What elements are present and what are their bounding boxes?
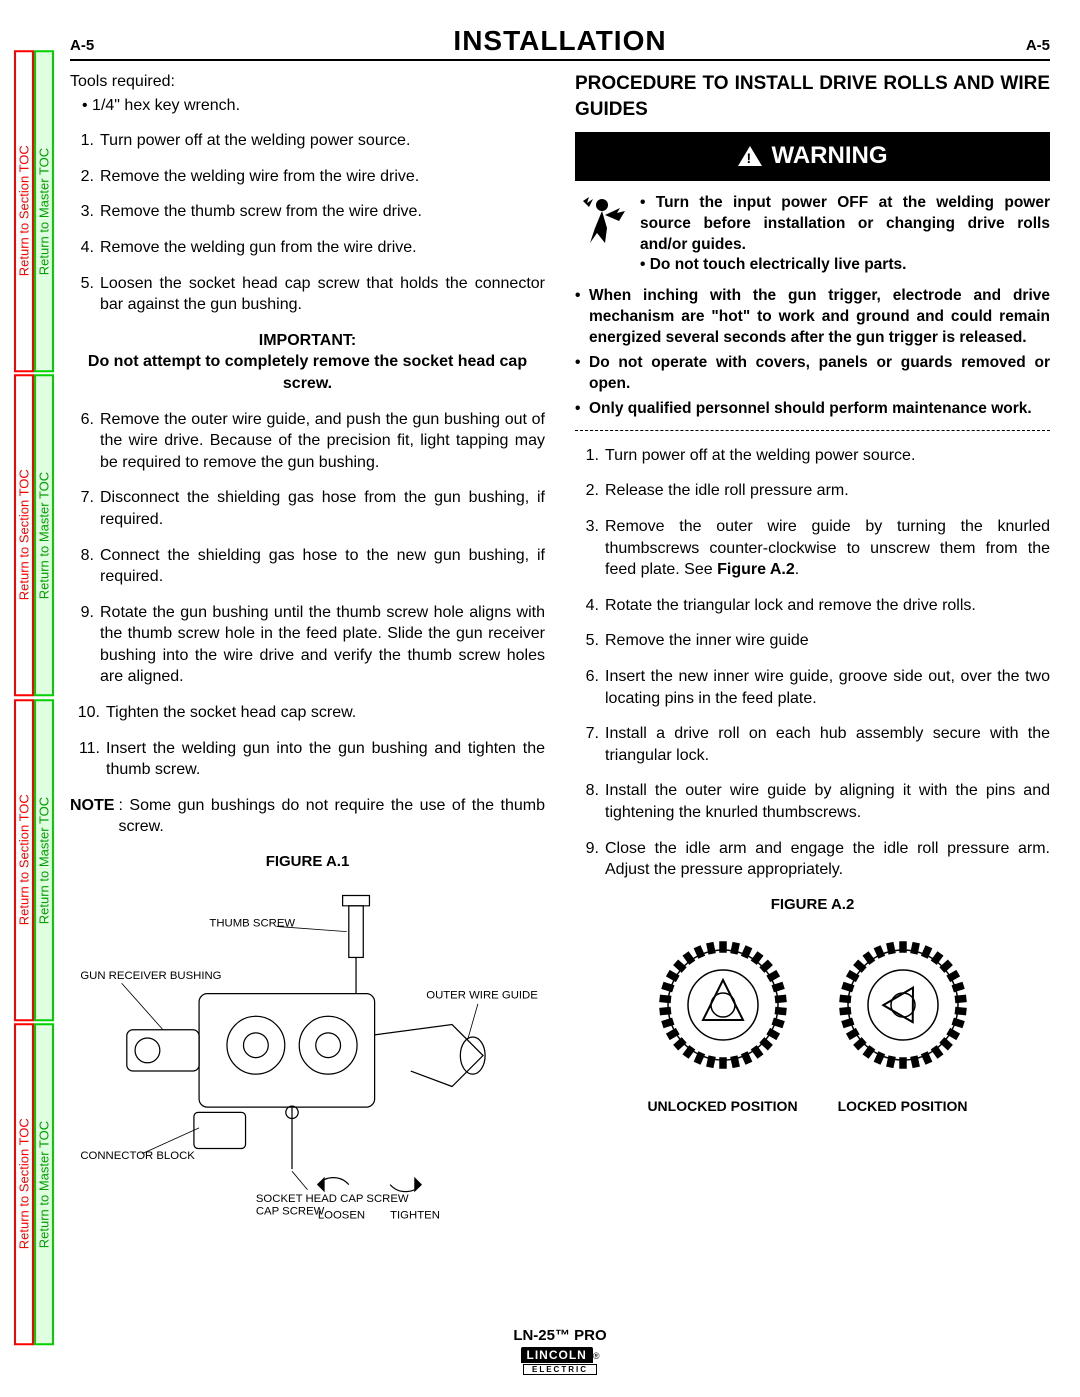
warning-bullet: •When inching with the gun trigger, elec… bbox=[575, 286, 1050, 349]
page-footer: LN-25™ PRO LINCOLN® ELECTRIC bbox=[70, 1327, 1050, 1375]
figure-a1: FIGURE A.1 bbox=[70, 852, 545, 1228]
procedure-step: 5.Remove the inner wire guide bbox=[575, 630, 1050, 652]
return-section-toc-tab[interactable]: Return to Section TOC bbox=[14, 50, 34, 372]
important-notice: IMPORTANT: Do not attempt to completely … bbox=[70, 330, 545, 395]
svg-text:LOOSEN: LOOSEN bbox=[318, 1210, 365, 1221]
electric-shock-icon bbox=[575, 193, 630, 248]
return-master-toc-tab[interactable]: Return to Master TOC bbox=[34, 1023, 54, 1345]
procedure-step: 2.Release the idle roll pressure arm. bbox=[575, 480, 1050, 502]
procedure-step: 3.Remove the outer wire guide by turning… bbox=[575, 516, 1050, 581]
page-number-left: A-5 bbox=[70, 37, 130, 54]
page-number-right: A-5 bbox=[990, 37, 1050, 54]
procedure-step: 11.Insert the welding gun into the gun b… bbox=[70, 738, 545, 781]
procedure-step: 6.Remove the outer wire guide, and push … bbox=[70, 409, 545, 474]
unlocked-position-figure: UNLOCKED POSITION bbox=[647, 930, 797, 1115]
svg-text:THUMB SCREW: THUMB SCREW bbox=[209, 918, 295, 930]
svg-text:GUN RECEIVER BUSHING: GUN RECEIVER BUSHING bbox=[80, 970, 221, 982]
locked-position-figure: LOCKED POSITION bbox=[828, 930, 978, 1115]
warning-bullet-list: •When inching with the gun trigger, elec… bbox=[575, 286, 1050, 420]
warning-triangle-icon bbox=[738, 146, 762, 166]
return-section-toc-tab[interactable]: Return to Section TOC bbox=[14, 374, 34, 696]
page-header: A-5 INSTALLATION A-5 bbox=[70, 25, 1050, 61]
return-section-toc-tab[interactable]: Return to Section TOC bbox=[14, 699, 34, 1021]
procedure-step: 8.Install the outer wire guide by aligni… bbox=[575, 780, 1050, 823]
procedure-step: 6.Insert the new inner wire guide, groov… bbox=[575, 666, 1050, 709]
side-navigation-tabs: Return to Section TOC Return to Section … bbox=[14, 50, 54, 1345]
procedure-step: 7.Install a drive roll on each hub assem… bbox=[575, 723, 1050, 766]
return-master-toc-tab[interactable]: Return to Master TOC bbox=[34, 699, 54, 1021]
section-divider bbox=[575, 430, 1050, 431]
tools-required-label: Tools required: bbox=[70, 71, 545, 93]
model-name: LN-25™ PRO bbox=[70, 1327, 1050, 1344]
procedure-step: 3.Remove the thumb screw from the wire d… bbox=[70, 201, 545, 223]
page-title: INSTALLATION bbox=[130, 25, 990, 57]
procedure-step: 9.Close the idle arm and engage the idle… bbox=[575, 838, 1050, 881]
tools-required-item: • 1/4" hex key wrench. bbox=[70, 95, 545, 117]
brand-logo: LINCOLN® ELECTRIC bbox=[70, 1346, 1050, 1375]
svg-text:OUTER WIRE GUIDE: OUTER WIRE GUIDE bbox=[426, 990, 538, 1002]
procedure-step: 7.Disconnect the shielding gas hose from… bbox=[70, 487, 545, 530]
warning-banner: WARNING bbox=[575, 132, 1050, 180]
svg-text:CONNECTOR BLOCK: CONNECTOR BLOCK bbox=[80, 1150, 195, 1162]
gear-locked-icon bbox=[828, 930, 978, 1080]
procedure-step: 1.Turn power off at the welding power so… bbox=[70, 130, 545, 152]
note-block: NOTE : Some gun bushings do not require … bbox=[70, 795, 545, 838]
procedure-step: 5.Loosen the socket head cap screw that … bbox=[70, 273, 545, 316]
procedure-heading: PROCEDURE TO INSTALL DRIVE ROLLS AND WIR… bbox=[575, 71, 1050, 122]
warning-bullet: •Do not operate with covers, panels or g… bbox=[575, 353, 1050, 395]
procedure-step: 2.Remove the welding wire from the wire … bbox=[70, 166, 545, 188]
procedure-step: 8.Connect the shielding gas hose to the … bbox=[70, 545, 545, 588]
svg-text:CAP SCREW: CAP SCREW bbox=[256, 1206, 325, 1218]
return-section-toc-tab[interactable]: Return to Section TOC bbox=[14, 1023, 34, 1345]
page-content: A-5 INSTALLATION A-5 Tools required: • 1… bbox=[70, 25, 1050, 1375]
svg-text:SOCKET HEAD CAP SCREW: SOCKET HEAD CAP SCREW bbox=[256, 1193, 409, 1205]
procedure-step: 4.Rotate the triangular lock and remove … bbox=[575, 595, 1050, 617]
return-master-toc-tab[interactable]: Return to Master TOC bbox=[34, 374, 54, 696]
procedure-step: 4.Remove the welding gun from the wire d… bbox=[70, 237, 545, 259]
procedure-step: 1.Turn power off at the welding power so… bbox=[575, 445, 1050, 467]
figure-a1-diagram: THUMB SCREW GUN RECEIVER BUSHING OUTER W… bbox=[70, 880, 545, 1221]
svg-text:TIGHTEN: TIGHTEN bbox=[390, 1210, 440, 1221]
return-master-toc-tab[interactable]: Return to Master TOC bbox=[34, 50, 54, 372]
procedure-step: 10.Tighten the socket head cap screw. bbox=[70, 702, 545, 724]
gear-unlocked-icon bbox=[648, 930, 798, 1080]
right-column: PROCEDURE TO INSTALL DRIVE ROLLS AND WIR… bbox=[575, 71, 1050, 1228]
warning-bullet: •Only qualified personnel should perform… bbox=[575, 399, 1050, 420]
warning-content: • Turn the input power OFF at the weldin… bbox=[575, 193, 1050, 277]
left-column: Tools required: • 1/4" hex key wrench. 1… bbox=[70, 71, 545, 1228]
procedure-step: 9.Rotate the gun bushing until the thumb… bbox=[70, 602, 545, 688]
figure-a2: FIGURE A.2 UNLOCKED POSITIO bbox=[575, 895, 1050, 1115]
